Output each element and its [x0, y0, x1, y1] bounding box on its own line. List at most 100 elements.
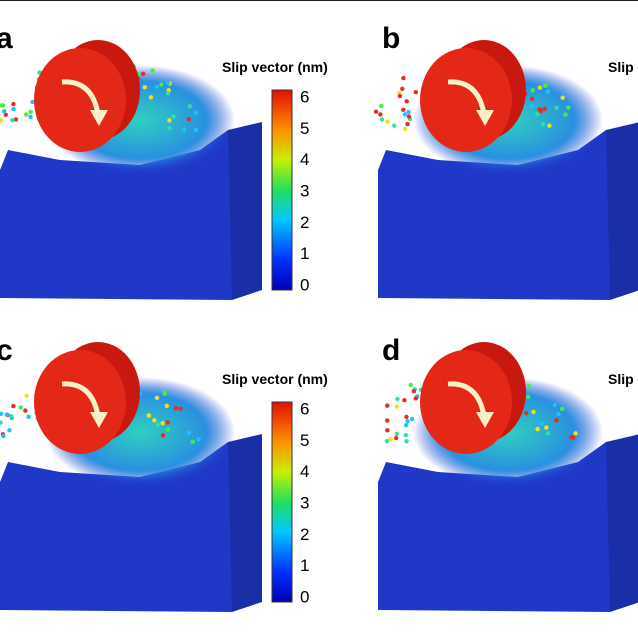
atom: [154, 395, 160, 401]
panel: b Slip: [373, 22, 638, 300]
atom: [2, 109, 7, 114]
colorbar-title: Slip: [608, 371, 634, 387]
tool-face: [34, 48, 126, 152]
colorbar-title: Slip: [608, 59, 634, 75]
atom: [3, 112, 9, 117]
colorbar-tick: 0: [300, 587, 309, 606]
atom: [545, 89, 551, 94]
atom: [413, 396, 418, 401]
colorbar-tick: 2: [300, 213, 309, 232]
atom: [187, 104, 193, 109]
panel: d Slip: [378, 334, 638, 612]
colorbar-tick: 5: [300, 119, 309, 138]
colorbar-tick: 4: [300, 462, 309, 481]
atom: [140, 71, 146, 77]
atom: [379, 103, 384, 109]
atom: [0, 411, 4, 417]
atom: [11, 403, 16, 409]
tool-face: [420, 350, 512, 454]
atom: [529, 96, 535, 102]
colorbar-tick: 1: [300, 244, 309, 263]
panel-label: c: [0, 334, 13, 367]
workpiece-side: [606, 122, 638, 300]
rotation-arrow: [61, 381, 101, 417]
atom: [543, 83, 548, 88]
atom: [385, 428, 390, 433]
atom: [413, 89, 419, 95]
atom: [573, 431, 578, 436]
atom: [165, 81, 171, 86]
atom: [402, 126, 408, 132]
atom: [405, 121, 410, 127]
atom: [403, 432, 409, 438]
panel-label: a: [0, 22, 13, 55]
arrow-head: [90, 412, 108, 428]
atom: [554, 105, 559, 110]
colorbar-tick: 3: [300, 181, 309, 200]
atom: [531, 409, 536, 415]
atom: [10, 117, 15, 123]
atom: [404, 99, 409, 104]
atom: [155, 422, 160, 427]
atom: [401, 107, 406, 112]
atom: [193, 110, 198, 115]
atom: [535, 426, 540, 432]
panel-label: d: [382, 334, 400, 367]
atom: [142, 85, 148, 90]
atom: [560, 406, 565, 412]
atom: [538, 108, 544, 114]
atom: [146, 413, 152, 418]
colorbar-tick: 6: [300, 399, 309, 418]
atom: [547, 123, 552, 128]
atom: [28, 109, 33, 115]
atom: [167, 118, 172, 123]
atom: [173, 406, 179, 411]
colorbar-title: Slip vector (nm): [222, 371, 328, 387]
atom: [23, 408, 28, 413]
atom: [401, 75, 406, 81]
atom: [165, 420, 170, 425]
panel: c Slip vector (nm) 6 5 4 3 2 1 0: [0, 334, 328, 612]
atom: [571, 435, 576, 440]
atom: [540, 122, 546, 127]
atom: [394, 435, 399, 441]
atom: [379, 117, 385, 122]
atom: [178, 406, 183, 411]
panel-label: b: [382, 22, 400, 55]
atom: [408, 382, 413, 388]
atom: [402, 397, 407, 403]
colorbar-title: Slip vector (nm): [222, 59, 328, 75]
atom: [384, 439, 390, 444]
atom: [537, 85, 543, 90]
colorbar: [271, 89, 293, 291]
rotation-arrow: [447, 381, 487, 417]
atom: [11, 101, 16, 107]
atom: [409, 416, 415, 422]
atom: [560, 95, 565, 100]
atom: [162, 390, 167, 396]
atom: [404, 414, 409, 420]
tool-face: [34, 350, 126, 454]
tool-face: [420, 48, 512, 152]
atom: [545, 431, 551, 436]
atom: [164, 403, 170, 409]
atom: [7, 428, 12, 433]
colorbar-tick: 2: [300, 525, 309, 544]
workpiece-side: [228, 122, 262, 300]
atom: [411, 388, 417, 394]
atom: [394, 404, 400, 409]
atom: [395, 396, 400, 402]
atom: [181, 127, 187, 132]
rotation-arrow: [447, 79, 487, 115]
colorbar: [271, 401, 293, 603]
atom: [552, 402, 557, 408]
atom: [4, 412, 9, 417]
atom: [385, 119, 390, 124]
atom: [563, 112, 568, 117]
workpiece-front: [378, 442, 610, 612]
atom: [388, 437, 393, 442]
atom: [186, 430, 192, 436]
atom: [403, 422, 409, 428]
atom: [13, 117, 19, 122]
